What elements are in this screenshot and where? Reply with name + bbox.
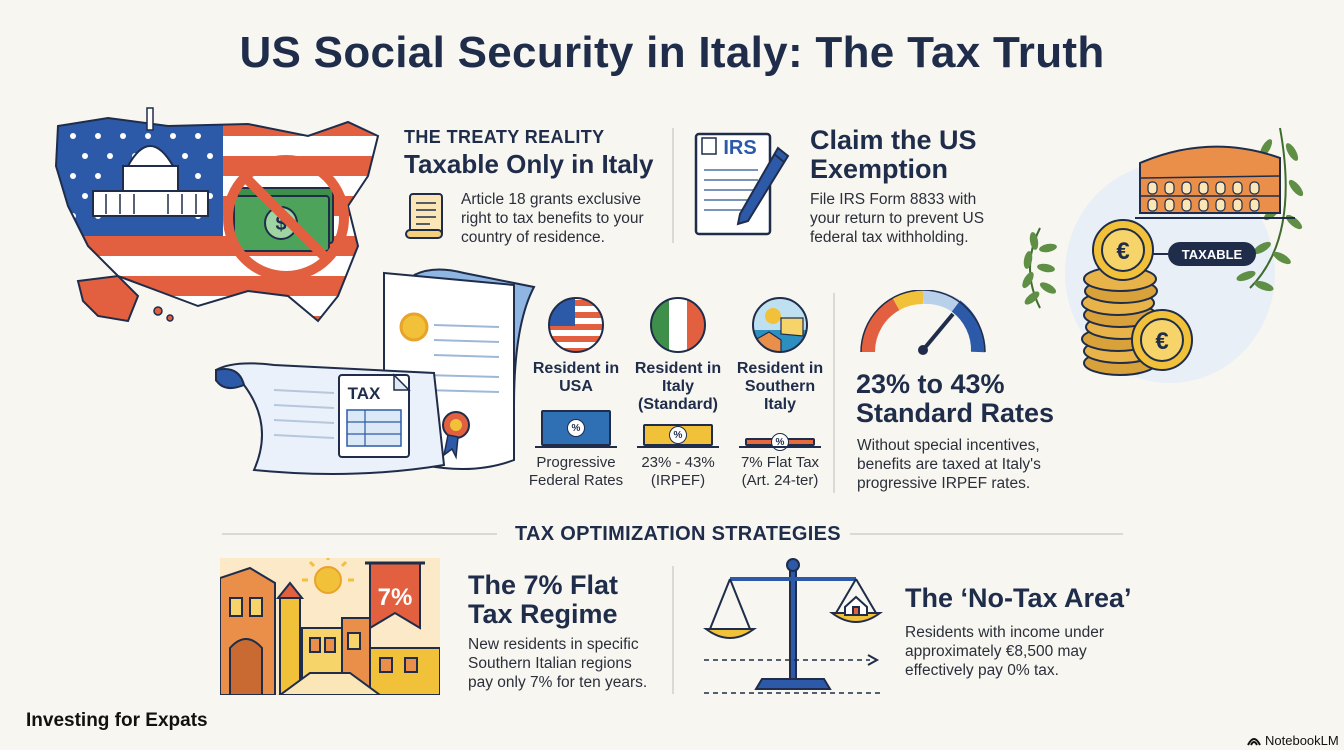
tax-gauge-icon: [860, 289, 986, 360]
us-map-illustration: $: [48, 96, 388, 336]
us-map-icon: $: [54, 107, 380, 323]
column-title: Resident in USA: [532, 360, 620, 395]
footer-brand: Investing for Expats: [26, 710, 208, 731]
baseline: [739, 446, 821, 448]
colosseum-coins-illustration: € € TAXABLE: [1010, 108, 1310, 388]
column-subtitle: 23% - 43% (IRPEF): [641, 454, 715, 489]
tax-doc-label: TAX: [348, 384, 381, 403]
balance-scale-illustration: [700, 555, 885, 695]
divider: [672, 566, 674, 694]
column-subtitle: Progressive Federal Rates: [528, 454, 624, 489]
divider: [833, 293, 835, 493]
euro-symbol: €: [1155, 328, 1168, 355]
strategies-title: TAX OPTIMIZATION STRATEGIES: [515, 523, 841, 545]
exemption-heading: Claim the US Exemption: [810, 125, 977, 184]
irs-logo-text: IRS: [723, 137, 756, 159]
treaty-body: Article 18 grants exclusive right to tax…: [461, 191, 644, 246]
euro-symbol: €: [1116, 238, 1129, 265]
notebooklm-icon: [1247, 737, 1261, 745]
flat-tax-banner: 7%: [378, 584, 413, 611]
baseline: [535, 446, 617, 448]
flat-tax-body: New residents in specific Southern Itali…: [468, 636, 648, 691]
pen-icon: [736, 146, 790, 226]
rate-level-bar: %: [643, 424, 713, 446]
tax-form-icon: TAX: [338, 373, 411, 458]
percent-icon: %: [567, 419, 585, 437]
treaty-kicker: THE TREATY REALITY: [404, 127, 605, 147]
euro-coins-icon: [1081, 219, 1193, 376]
scroll-document-icon: [402, 190, 448, 242]
italy-flag-icon: [649, 296, 707, 359]
credit-text: NotebookLM: [1265, 733, 1339, 748]
taxable-tag: TAXABLE: [1182, 247, 1243, 262]
divider: [850, 533, 1123, 535]
colosseum-icon: [1135, 145, 1295, 219]
exemption-body: File IRS Form 8833 with your return to p…: [810, 191, 985, 246]
percent-icon: %: [771, 433, 789, 451]
column-title: Resident in Southern Italy: [736, 360, 824, 413]
divider: [222, 533, 497, 535]
scale-icon: [702, 558, 884, 690]
comparison-column: Resident in USA% Progressive Federal Rate…: [528, 296, 624, 496]
divider: [672, 128, 674, 243]
irs-form-icon: IRS: [692, 126, 792, 241]
rates-heading: 23% to 43% Standard Rates: [856, 369, 1055, 428]
tax-scroll-illustration: TAX: [214, 265, 544, 490]
column-subtitle: 7% Flat Tax (Art. 24-ter): [740, 454, 820, 489]
flat-tax-heading: The 7% Flat Tax Regime: [468, 570, 619, 629]
seal-icon: [442, 411, 470, 460]
southern-town-illustration: 7%: [219, 554, 441, 696]
rate-level-bar: %: [541, 410, 611, 446]
no-tax-body: Residents with income under approximatel…: [905, 624, 1105, 679]
comparison-column: Resident in Southern Italy% 7% Flat Tax (…: [732, 296, 828, 496]
column-title: Resident in Italy (Standard): [634, 360, 722, 413]
comparison-column: Resident in Italy (Standard)% 23% - 43% (…: [630, 296, 726, 496]
us-flag-icon: [547, 296, 605, 359]
residence-comparison: Resident in USA% Progressive Federal Rate…: [528, 296, 828, 496]
no-money-icon: $: [223, 155, 349, 281]
page-title: US Social Security in Italy: The Tax Tru…: [239, 28, 1105, 77]
percent-icon: %: [669, 426, 687, 444]
rates-body: Without special incentives, benefits are…: [857, 437, 1041, 492]
laurel-icon: [1022, 227, 1057, 309]
southern-italy-icon: [751, 296, 809, 359]
treaty-heading: Taxable Only in Italy: [404, 149, 654, 179]
dollar-symbol: $: [275, 213, 286, 235]
baseline: [637, 446, 719, 448]
sun-icon: [302, 554, 354, 594]
no-tax-heading: The ‘No-Tax Area’: [905, 583, 1132, 613]
capitol-icon: [92, 107, 209, 217]
rate-level-bar: %: [745, 433, 815, 451]
notebooklm-credit: NotebookLM: [1247, 733, 1339, 748]
